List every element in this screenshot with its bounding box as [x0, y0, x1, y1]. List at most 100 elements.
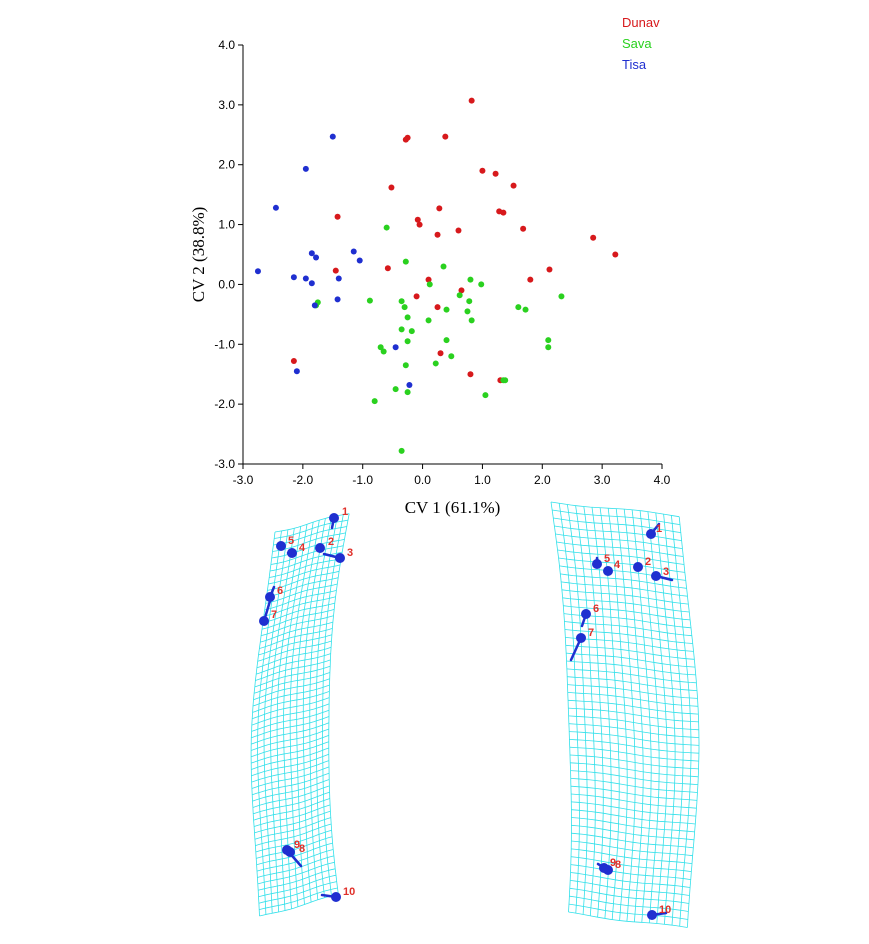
- grid-row-line: [567, 676, 698, 691]
- data-point-sava: [402, 362, 409, 369]
- data-point-sava: [448, 353, 455, 360]
- y-tick-label: -1.0: [214, 337, 235, 351]
- y-tick-label: 3.0: [218, 98, 235, 112]
- grid-row-line: [566, 660, 696, 676]
- grid-column-line: [322, 514, 344, 896]
- data-point-sava: [366, 297, 373, 304]
- grid-row-line: [555, 533, 683, 549]
- landmark-label: 1: [342, 506, 348, 518]
- data-point-sava: [545, 337, 552, 344]
- data-point-sava: [404, 338, 411, 345]
- landmark-label: 4: [299, 542, 306, 554]
- legend-entry-dunav: Dunav: [622, 15, 660, 30]
- grid-row-line: [264, 590, 337, 611]
- landmark-point: [603, 566, 613, 576]
- landmark-point: [335, 553, 345, 563]
- data-point-tisa: [302, 275, 309, 282]
- data-point-tisa: [335, 275, 342, 282]
- data-point-tisa: [392, 344, 399, 351]
- landmark-label: 7: [271, 609, 277, 621]
- landmark-label: 3: [347, 547, 353, 559]
- data-point-sava: [380, 348, 387, 355]
- data-point-sava: [432, 360, 439, 367]
- data-point-sava: [377, 344, 384, 351]
- data-point-dunav: [510, 182, 517, 189]
- grid-row-line: [556, 541, 684, 557]
- data-point-dunav: [479, 167, 486, 174]
- landmark-label: 2: [645, 556, 651, 568]
- data-point-tisa: [308, 250, 315, 257]
- data-point-sava: [371, 398, 378, 405]
- data-point-dunav: [413, 293, 420, 300]
- grid-column-line: [302, 518, 326, 903]
- y-tick-label: -2.0: [214, 397, 235, 411]
- grid-row-line: [571, 832, 694, 849]
- legend-entry-tisa: Tisa: [622, 57, 647, 72]
- y-axis-ticks: -3.0 -2.0 -1.0 0.0 1.0 2.0 3.0 4.0: [214, 38, 243, 471]
- data-point-sava: [398, 298, 405, 305]
- data-point-dunav: [384, 265, 391, 272]
- landmark-label: 9: [294, 839, 300, 851]
- landmark-label: 1: [656, 523, 662, 535]
- data-point-sava: [398, 326, 405, 333]
- data-point-dunav: [442, 133, 449, 140]
- grid-column-line: [591, 507, 612, 919]
- grid-row-line: [550, 501, 680, 518]
- data-point-sava: [440, 263, 447, 270]
- landmark-label: 6: [593, 603, 599, 615]
- x-tick-label: -1.0: [352, 473, 373, 487]
- grid-row-line: [570, 762, 699, 778]
- data-point-tisa: [356, 257, 363, 264]
- landmark-label: 8: [615, 859, 621, 871]
- y-tick-label: -3.0: [214, 457, 235, 471]
- grid-column-line: [615, 508, 636, 922]
- grid-column-line: [276, 526, 302, 911]
- grid-column-line: [663, 514, 684, 926]
- grid-column-line: [270, 528, 295, 913]
- grid-column-line: [315, 515, 338, 898]
- grid-column-line: [678, 516, 700, 928]
- landmark-point: [287, 548, 297, 558]
- grid-row-line: [565, 644, 695, 660]
- x-axis-ticks: -3.0 -2.0 -1.0 0.0 1.0 2.0 3.0 4.0: [233, 464, 671, 487]
- data-point-sava: [392, 386, 399, 393]
- data-point-sava: [502, 377, 509, 384]
- y-tick-label: 4.0: [218, 38, 235, 52]
- data-point-tisa: [293, 368, 300, 375]
- grid-column-line: [631, 509, 652, 923]
- data-point-tisa: [272, 204, 279, 211]
- data-point-dunav: [436, 205, 443, 212]
- data-point-dunav: [468, 97, 475, 104]
- grid-column-line: [575, 505, 596, 916]
- grid-row-line: [569, 754, 699, 770]
- grid-column-line: [567, 504, 588, 915]
- grid-column-line: [607, 508, 628, 921]
- data-point-sava: [522, 306, 529, 313]
- data-point-dunav: [492, 170, 499, 177]
- grid-row-line: [570, 785, 698, 801]
- data-point-sava: [408, 328, 415, 335]
- data-point-sava: [398, 447, 405, 454]
- landmark-point: [576, 633, 586, 643]
- scatter-plot: -3.0 -2.0 -1.0 0.0 1.0 2.0 3.0 4.0 -3.0 -2.0 -1.0…: [189, 15, 671, 517]
- grid-column-line: [655, 512, 676, 925]
- grid-column-line: [296, 520, 320, 905]
- data-point-sava: [404, 389, 411, 396]
- grid-row-line: [571, 801, 696, 817]
- grid-row-line: [571, 824, 695, 841]
- data-point-sava: [478, 281, 485, 288]
- data-point-dunav: [414, 216, 421, 223]
- data-point-tisa: [406, 381, 413, 388]
- landmark-label: 6: [277, 585, 283, 597]
- landmark-label: 5: [604, 553, 610, 565]
- data-point-dunav: [416, 221, 423, 228]
- data-point-dunav: [334, 213, 341, 220]
- data-point-dunav: [404, 134, 411, 141]
- data-point-tisa: [350, 248, 357, 255]
- x-axis-title: CV 1 (61.1%): [405, 498, 501, 517]
- data-point-sava: [426, 281, 433, 288]
- landmark-point: [331, 892, 341, 902]
- landmark-label: 2: [328, 536, 334, 548]
- grid-row-line: [571, 817, 695, 833]
